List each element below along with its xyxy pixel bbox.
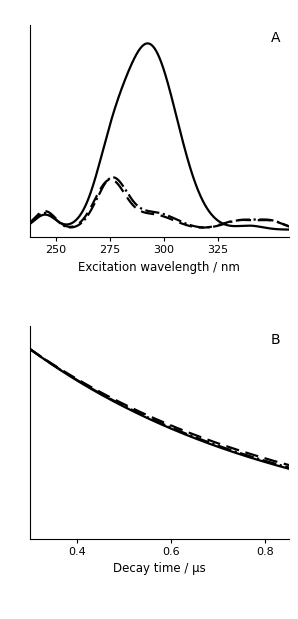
X-axis label: Excitation wavelength / nm: Excitation wavelength / nm (78, 261, 240, 274)
X-axis label: Decay time / μs: Decay time / μs (113, 563, 206, 576)
Text: A: A (271, 31, 280, 45)
Text: B: B (271, 332, 280, 347)
